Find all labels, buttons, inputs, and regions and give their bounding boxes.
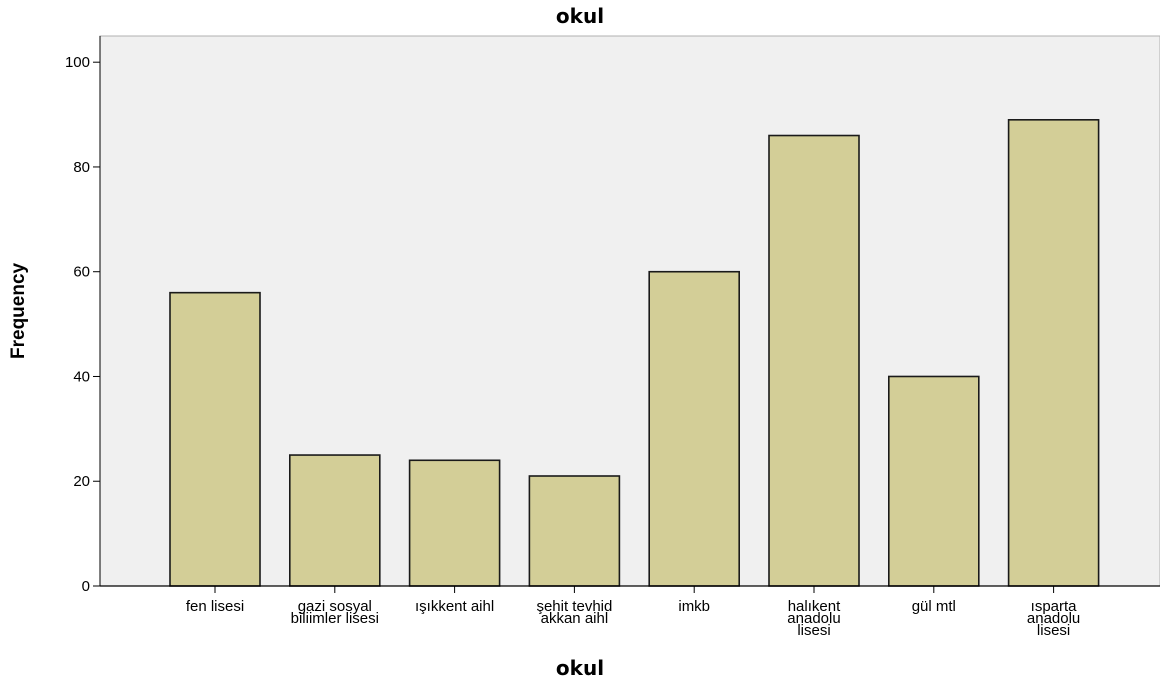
x-tick-label: lisesi — [797, 622, 830, 639]
x-tick-label: akkan aihl — [541, 610, 609, 627]
x-tick-label: halıkent — [788, 598, 841, 615]
bar — [288, 454, 381, 587]
x-tick-label: imkb — [678, 598, 710, 615]
x-tick-label: ısparta — [1031, 598, 1078, 615]
x-tick-label: fen lisesi — [186, 598, 244, 615]
x-tick-label: biliimler lisesi — [291, 610, 379, 627]
x-tick-label: anadolu — [1027, 610, 1080, 627]
bar — [887, 375, 980, 587]
x-tick-label: lisesi — [1037, 622, 1070, 639]
bar — [169, 291, 261, 587]
y-tick-label: 20 — [73, 473, 90, 490]
y-tick-label: 80 — [73, 159, 90, 176]
y-tick-label: 100 — [65, 54, 90, 71]
x-tick-label: ışıkkent aihl — [415, 598, 494, 615]
bar — [768, 134, 860, 587]
x-tick-label: gül mtl — [912, 598, 956, 615]
bar — [528, 475, 621, 587]
y-tick-label: 0 — [82, 578, 90, 595]
chart-title: okul — [555, 4, 605, 28]
x-tick-label: anadolu — [787, 610, 840, 627]
x-axis-title: okul — [555, 656, 605, 680]
bar — [648, 270, 741, 587]
y-axis-title: Frequency — [8, 262, 29, 359]
bar — [408, 459, 501, 587]
x-tick-label: gazi sosyal — [298, 598, 372, 615]
x-tick-label: şehit tevhid — [536, 598, 612, 615]
y-tick-label: 60 — [73, 264, 90, 281]
y-tick-label: 40 — [73, 368, 90, 385]
bar — [1007, 119, 1100, 587]
plot-background — [99, 35, 1160, 587]
